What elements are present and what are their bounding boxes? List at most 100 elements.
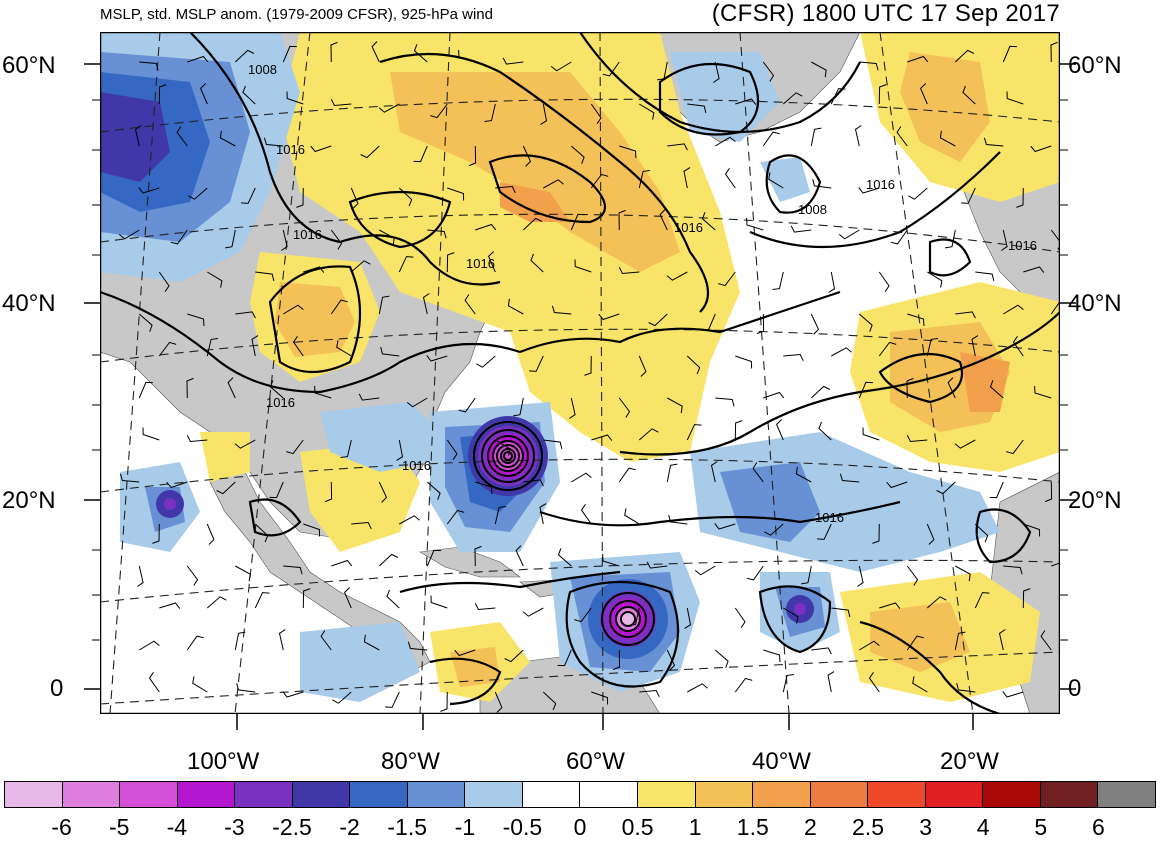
wind-barb [811, 647, 832, 655]
wind-barb [446, 252, 455, 273]
wind-barb [330, 229, 343, 250]
wind-barb [495, 185, 516, 194]
wind-barb [713, 61, 720, 83]
wind-barb [591, 434, 613, 441]
wind-barb [187, 313, 205, 327]
isobar [268, 265, 362, 373]
wind-barb [782, 674, 795, 693]
wind-barb [234, 631, 246, 651]
contour-label: 1008 [798, 202, 827, 217]
wind-barb [906, 434, 928, 443]
wind-barb [138, 187, 160, 194]
wind-barb [235, 565, 251, 582]
lon-label-60w: 60°W [566, 748, 625, 775]
wind-barb [1006, 91, 1024, 105]
isobars [100, 32, 1060, 714]
wind-barb [282, 45, 297, 63]
colorbar-swatch [235, 782, 293, 807]
colorbar-swatch [62, 782, 121, 807]
wind-barb [475, 223, 497, 231]
colorbar-tick-label: 1 [688, 814, 702, 840]
wind-barb [1022, 588, 1031, 609]
lon-label-100w: 100°W [187, 748, 260, 775]
wind-barb [831, 607, 851, 618]
colorbar-tick-label: -2.5 [272, 814, 312, 840]
wind-barb [440, 691, 448, 712]
wind-barb [574, 259, 592, 273]
wind-barb [926, 596, 947, 609]
isobar [758, 585, 832, 654]
wind-barb [269, 481, 284, 499]
colorbar-swatch [5, 782, 63, 807]
wind-barb [569, 397, 576, 419]
wind-barb [1023, 523, 1041, 537]
wind-barb [684, 607, 692, 629]
wind-barb [648, 313, 668, 327]
wind-barb [142, 427, 160, 441]
wind-barb [1012, 336, 1024, 357]
wind-barb [906, 377, 914, 399]
colorbar-tick-label: 3 [919, 814, 932, 840]
wind-barb [854, 125, 862, 147]
wind-barb [639, 103, 655, 120]
wind-barb [515, 545, 524, 567]
wind-barb [158, 271, 170, 292]
wind-barb [324, 481, 333, 503]
colorbar-tick-label: -2 [339, 814, 360, 840]
contour-label: 1016 [293, 227, 322, 242]
wind-barb [371, 41, 380, 63]
wind-barb [746, 565, 764, 581]
wind-barb [580, 504, 592, 525]
wind-barb [687, 683, 708, 693]
colorbar-tick-label: -1 [454, 814, 476, 840]
wind-barb [378, 103, 400, 113]
isobar [658, 62, 760, 136]
wind-barb [666, 271, 688, 281]
wind-barb [715, 397, 735, 407]
wind-barb [612, 649, 621, 671]
contour-label: 1016 [674, 220, 703, 235]
lat-label-0-left: 0 [50, 675, 64, 702]
wind-barb [458, 49, 476, 63]
wind-barb [166, 481, 188, 489]
wind-barb [735, 98, 757, 105]
wind-barb [422, 293, 430, 315]
wind-barb [858, 187, 880, 194]
wind-barb [763, 391, 785, 399]
wind-barb [955, 311, 976, 319]
wind-barb [710, 461, 718, 483]
wind-barb [282, 691, 304, 698]
wind-barb [801, 565, 812, 585]
wind-barb [430, 103, 448, 119]
wind-barb [752, 462, 764, 483]
wind-barb [476, 355, 496, 368]
wind-barb [216, 481, 236, 495]
wind-barb [494, 506, 507, 525]
wind-barb [763, 649, 781, 663]
wind-barb [557, 649, 572, 667]
wind-barb [1050, 41, 1058, 63]
colorbar-tick-label: -0.5 [502, 814, 543, 840]
wind-barb [859, 640, 880, 651]
wind-barb [263, 137, 284, 147]
colorbar-tick-label: -6 [51, 814, 72, 840]
wind-barb [225, 229, 236, 249]
wind-barb [286, 439, 304, 455]
wind-barb [714, 649, 729, 668]
wind-barb [340, 439, 352, 458]
wind-barb [974, 592, 990, 609]
wind-barb [954, 439, 976, 449]
wind-barb [1002, 691, 1024, 698]
wind-barb [618, 209, 626, 231]
wind-barb [398, 187, 413, 207]
wind-barb [971, 335, 979, 357]
colorbar-tick-label: 2 [803, 814, 817, 840]
wind-barb [878, 341, 897, 357]
wind-barb [920, 83, 928, 105]
wind-barb [134, 125, 142, 147]
isobar [248, 498, 302, 537]
wind-barb [638, 170, 651, 189]
wind-barb [188, 187, 208, 200]
wind-barb [618, 467, 636, 483]
wind-barb [406, 397, 428, 408]
